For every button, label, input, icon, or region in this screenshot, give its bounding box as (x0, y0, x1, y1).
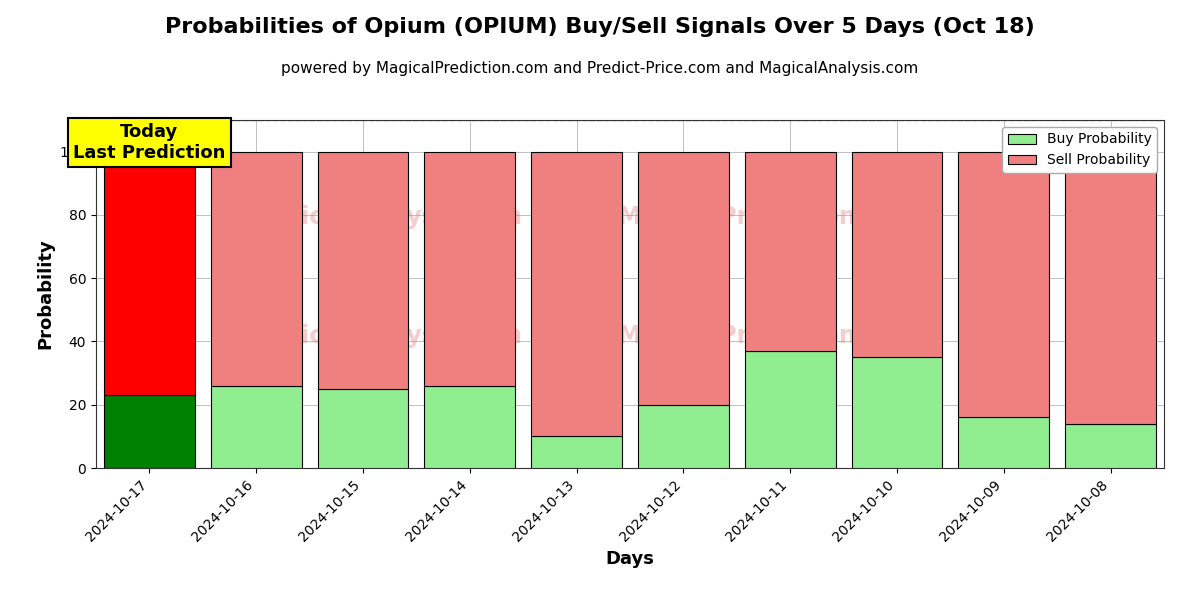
Bar (532, 436, 622, 468)
Bar (959, 418, 1049, 468)
Bar (425, 386, 515, 468)
Bar (745, 152, 835, 351)
Text: MagicalPrediction.com: MagicalPrediction.com (618, 324, 920, 348)
Bar (745, 351, 835, 468)
Bar (211, 386, 301, 468)
Text: MagicalAnalysis.com: MagicalAnalysis.com (246, 205, 523, 229)
Bar (852, 357, 942, 468)
Bar (318, 152, 408, 389)
Bar (852, 152, 942, 357)
Bar (104, 395, 194, 468)
Bar (1066, 152, 1156, 424)
Text: MagicalAnalysis.com: MagicalAnalysis.com (246, 324, 523, 348)
Text: powered by MagicalPrediction.com and Predict-Price.com and MagicalAnalysis.com: powered by MagicalPrediction.com and Pre… (281, 61, 919, 76)
Legend: Buy Probability, Sell Probability: Buy Probability, Sell Probability (1002, 127, 1157, 173)
Text: MagicalPrediction.com: MagicalPrediction.com (618, 205, 920, 229)
Bar (104, 152, 194, 395)
Y-axis label: Probability: Probability (36, 239, 54, 349)
X-axis label: Days: Days (606, 550, 654, 568)
Bar (959, 152, 1049, 418)
Bar (211, 152, 301, 386)
Bar (638, 152, 728, 405)
Bar (318, 389, 408, 468)
Bar (425, 152, 515, 386)
Bar (532, 152, 622, 436)
Text: Probabilities of Opium (OPIUM) Buy/Sell Signals Over 5 Days (Oct 18): Probabilities of Opium (OPIUM) Buy/Sell … (166, 17, 1034, 37)
Bar (1066, 424, 1156, 468)
Text: Today
Last Prediction: Today Last Prediction (73, 123, 226, 162)
Bar (638, 405, 728, 468)
